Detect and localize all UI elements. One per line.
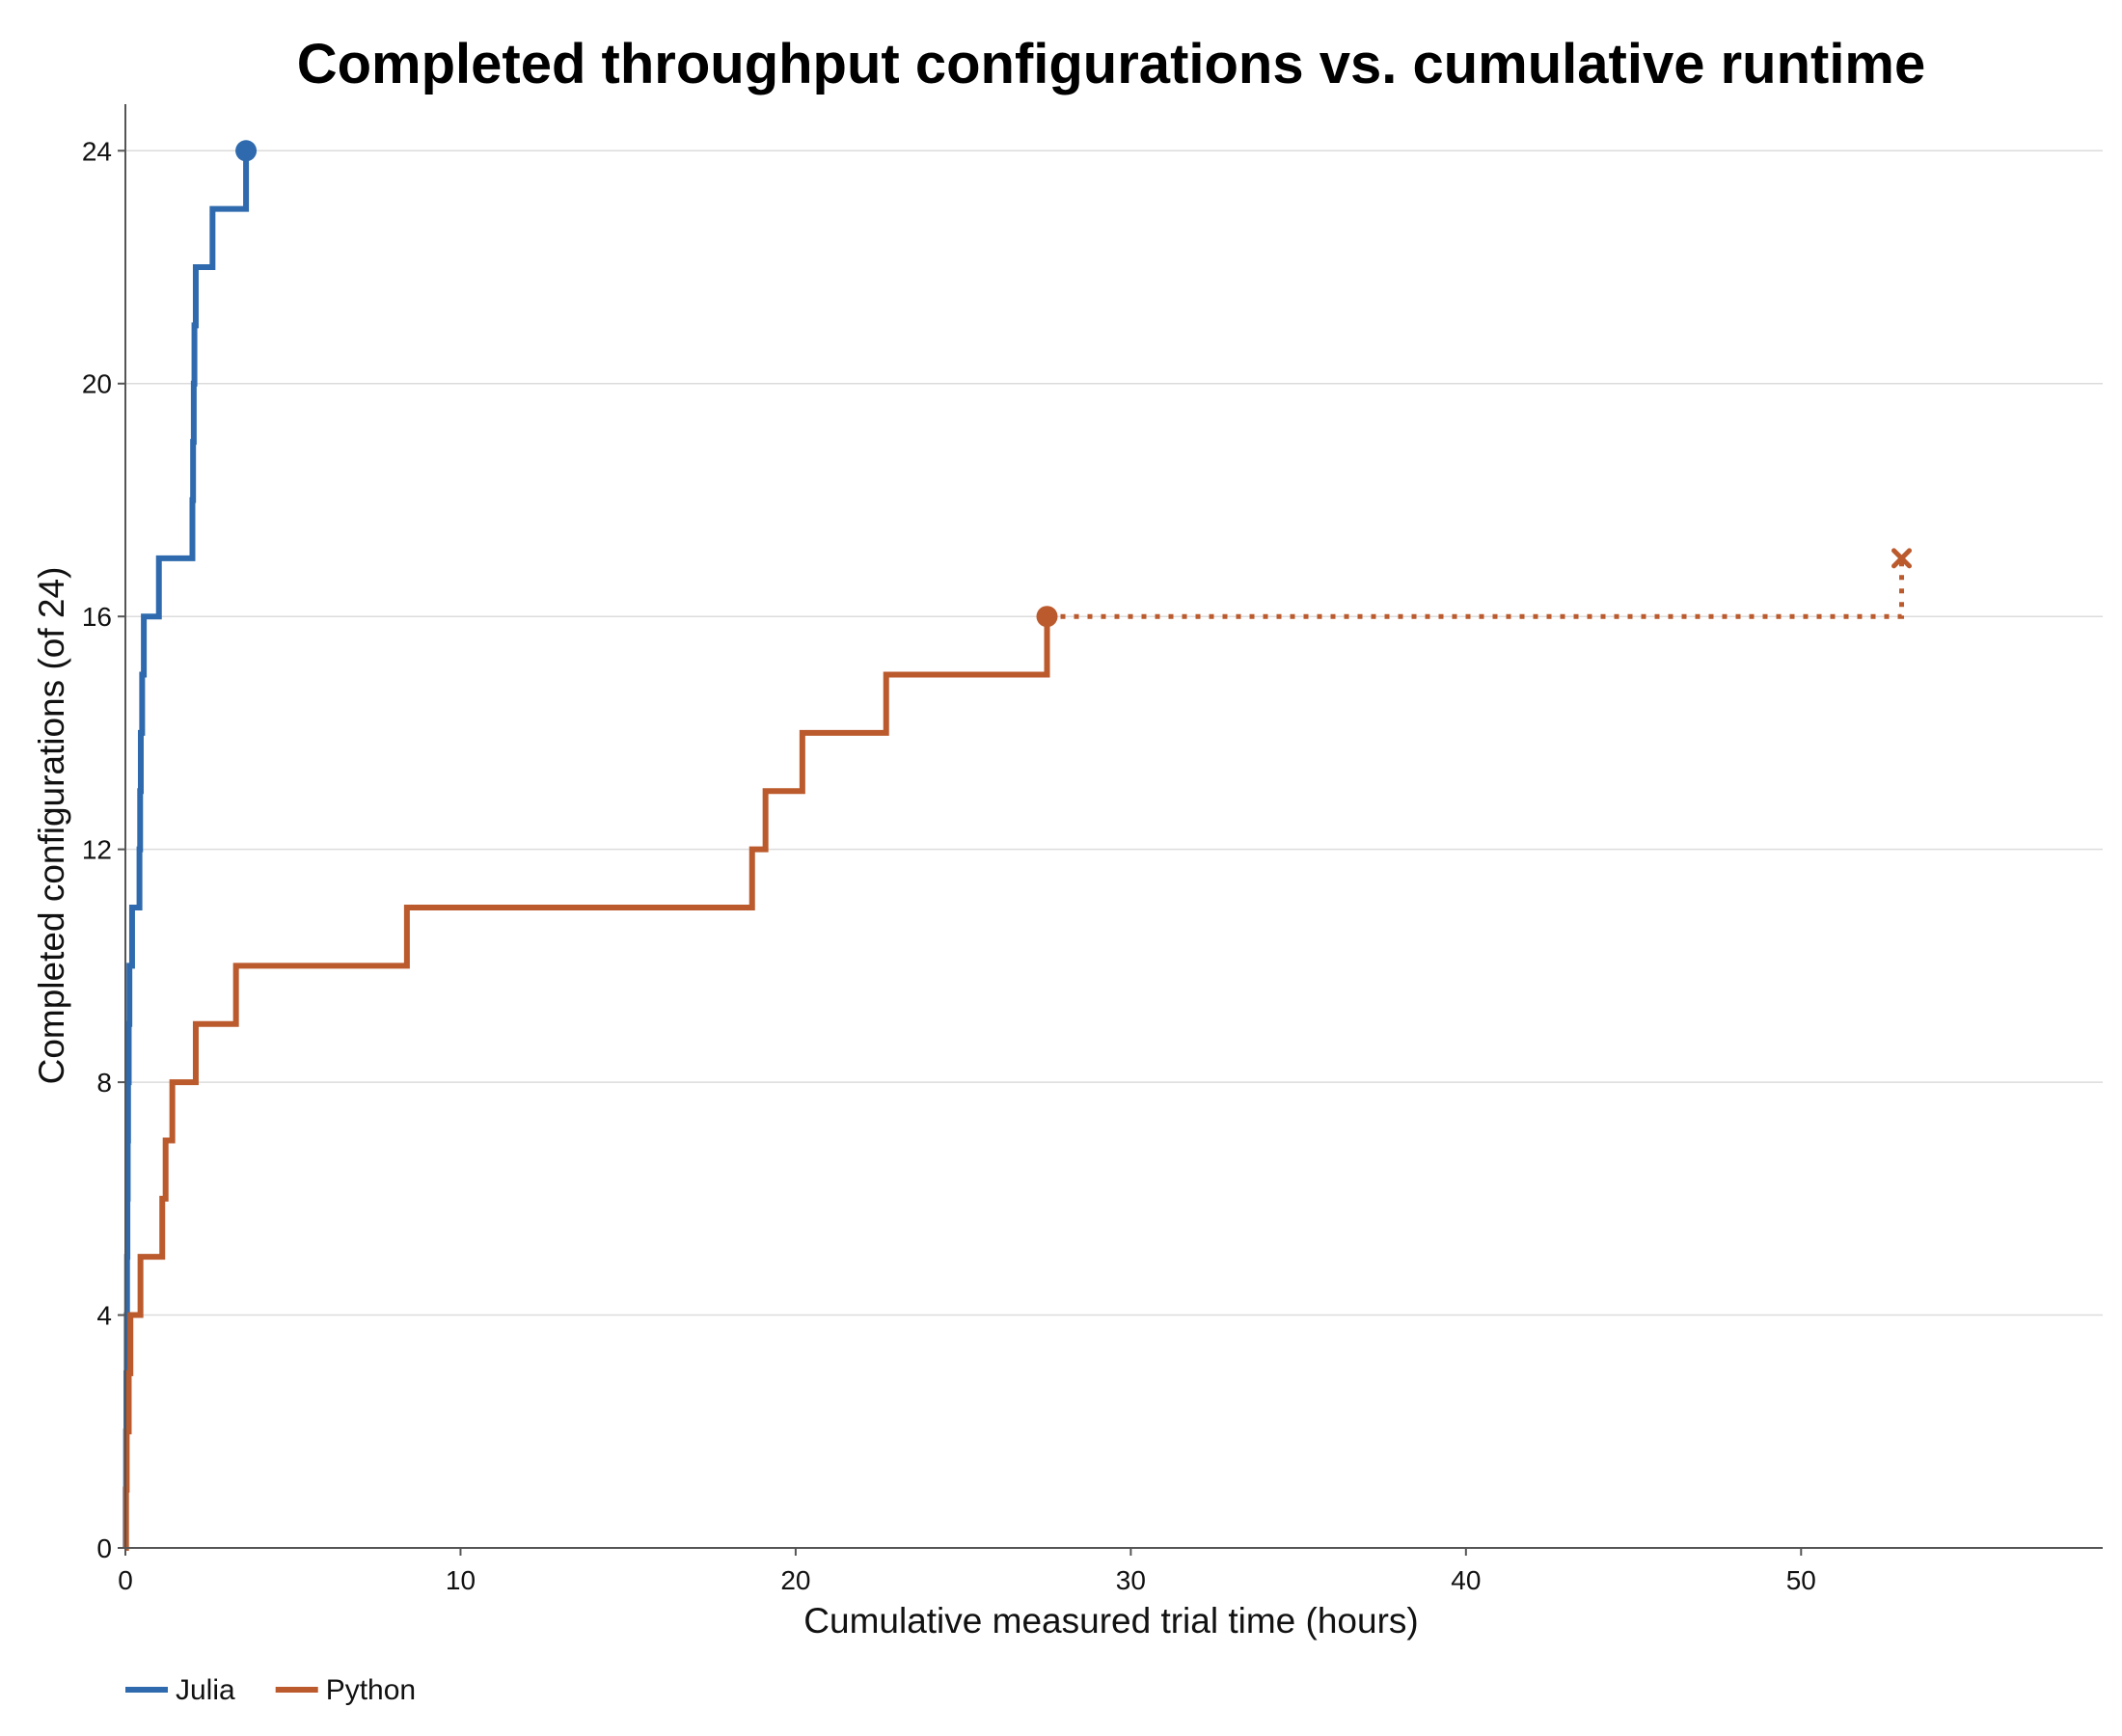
y-tick-label: 24: [82, 136, 112, 166]
legend: Julia Python: [125, 1674, 416, 1706]
x-tick-label: 40: [1451, 1565, 1481, 1595]
series-line-julia: [122, 150, 250, 1551]
y-tick-label: 0: [96, 1533, 112, 1563]
y-tick-label: 4: [96, 1301, 112, 1331]
y-tick-label: 20: [82, 369, 112, 399]
x-tick-label: 10: [446, 1565, 476, 1595]
legend-label-python: Python: [326, 1674, 416, 1706]
y-axis-label: Completed configurations (of 24): [32, 567, 71, 1085]
x-tick-label: 0: [118, 1565, 133, 1595]
x-tick-label: 20: [780, 1565, 810, 1595]
legend-label-julia: Julia: [176, 1674, 235, 1706]
x-ticks: 0 10 20 30 40 50: [118, 1548, 1816, 1595]
end-marker-python: [1036, 606, 1058, 628]
gridlines: [125, 149, 2103, 1316]
end-marker-julia: [235, 140, 258, 162]
chart-title: Completed throughput configurations vs. …: [297, 33, 1926, 95]
x-axis-label: Cumulative measured trial time (hours): [803, 1601, 1418, 1641]
x-tick-label: 30: [1116, 1565, 1146, 1595]
series-line-python: [122, 616, 1050, 1551]
y-tick-label: 16: [82, 602, 112, 632]
y-ticks: 0 4 8 12 16 20 24: [82, 136, 125, 1563]
x-tick-label: 50: [1786, 1565, 1816, 1595]
y-tick-label: 12: [82, 835, 112, 865]
y-tick-label: 8: [96, 1068, 112, 1098]
series-layer: [122, 140, 1913, 1551]
dotted-extension-python: [1047, 557, 1905, 619]
end-marker-x-python: [1891, 548, 1913, 569]
